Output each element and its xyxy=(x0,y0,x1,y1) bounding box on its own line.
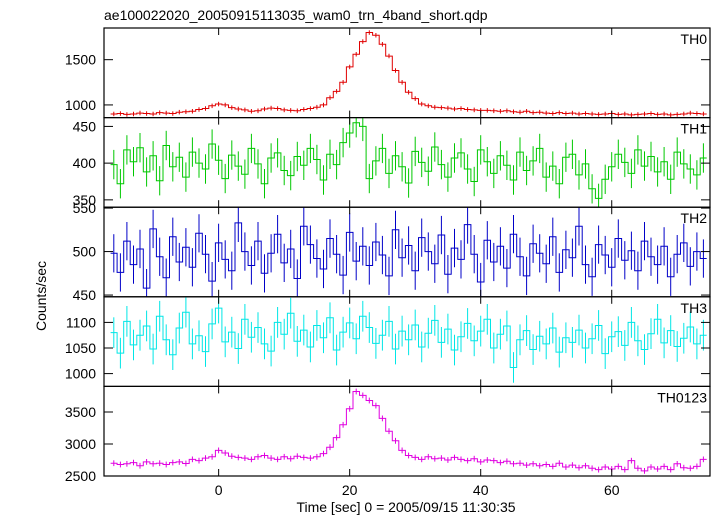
y-tick-label: 1100 xyxy=(66,314,96,330)
y-axis-label: Counts/sec xyxy=(33,261,49,331)
x-axis-label: Time [sec] 0 = 2005/09/15 11:30:35 xyxy=(296,499,515,515)
y-tick-label: 3500 xyxy=(65,404,96,420)
panel-frame xyxy=(103,206,711,298)
series-line xyxy=(110,222,707,289)
panel-frame xyxy=(103,296,711,387)
y-tick-label: 3000 xyxy=(65,436,96,452)
y-tick-label: 450 xyxy=(73,287,97,303)
panel-th0123: 2500 3000 3500 TH0123 xyxy=(65,385,711,484)
y-tick-label: 2500 xyxy=(65,468,96,484)
y-tick-label: 350 xyxy=(73,192,97,208)
panel-frame xyxy=(103,27,711,119)
panel-frame xyxy=(103,116,711,208)
x-tick-label: 20 xyxy=(342,482,358,498)
panel-th1: 350 400 450 TH1 xyxy=(73,116,711,208)
y-tick-label: 1000 xyxy=(65,366,96,382)
series-line xyxy=(110,391,707,472)
panel-label: TH0 xyxy=(681,31,708,47)
y-tick-label: 1000 xyxy=(65,97,96,113)
x-tick-label: 0 xyxy=(215,482,223,498)
y-tick-label: 400 xyxy=(73,155,97,171)
panel-label: TH2 xyxy=(681,210,708,226)
x-tick-label: 40 xyxy=(473,482,489,498)
y-tick-label: 1500 xyxy=(65,52,96,68)
y-tick-label: 1050 xyxy=(65,340,96,356)
series-line xyxy=(110,307,707,368)
series-line xyxy=(110,122,707,199)
panel-label: TH3 xyxy=(681,300,708,316)
panel-th3: 1000 1050 1100 TH3 xyxy=(65,296,711,387)
panel-th0: 1000 1500 TH0 xyxy=(65,27,711,119)
panel-th2: 450 500 550 TH2 xyxy=(73,200,711,303)
y-tick-label: 500 xyxy=(73,244,97,260)
y-tick-label: 450 xyxy=(73,118,97,134)
x-tick-label: 60 xyxy=(604,482,620,498)
panel-label: TH1 xyxy=(681,121,708,137)
chart-title: ae100022020_20050915113035_wam0_trn_4ban… xyxy=(104,7,488,23)
panel-label: TH0123 xyxy=(657,389,707,405)
series-line xyxy=(110,32,707,116)
panel-frame xyxy=(103,385,711,477)
y-tick-label: 550 xyxy=(73,200,97,216)
